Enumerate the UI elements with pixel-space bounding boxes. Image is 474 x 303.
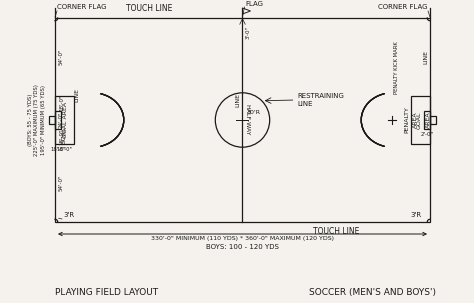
- Text: LINE: LINE: [423, 50, 428, 64]
- Text: CORNER FLAG: CORNER FLAG: [379, 4, 428, 10]
- Bar: [430, 116, 436, 124]
- Text: FLAG: FLAG: [246, 1, 264, 7]
- Text: BOYS: 100 - 120 YDS: BOYS: 100 - 120 YDS: [206, 244, 279, 250]
- Text: 18'-0": 18'-0": [59, 95, 64, 112]
- Text: TOUCH LINE: TOUCH LINE: [313, 227, 359, 236]
- Text: LINE: LINE: [236, 93, 240, 107]
- Text: TOUCH LINE: TOUCH LINE: [126, 4, 172, 13]
- Text: GOAL AREA: GOAL AREA: [63, 102, 68, 138]
- Bar: [411, 95, 430, 145]
- Text: GOAL: GOAL: [62, 127, 67, 144]
- Text: 24'-0": 24'-0": [59, 112, 64, 128]
- Text: AREA: AREA: [413, 112, 418, 128]
- Bar: [55, 95, 74, 145]
- Text: PENALTY KICK MARK: PENALTY KICK MARK: [394, 41, 400, 94]
- Text: 54'-0": 54'-0": [59, 175, 64, 191]
- Text: 18'-0": 18'-0": [50, 148, 66, 152]
- Text: SOCCER (MEN'S AND BOYS'): SOCCER (MEN'S AND BOYS'): [309, 288, 436, 297]
- Text: GOAL: GOAL: [417, 111, 422, 129]
- Text: PLAYING FIELD LAYOUT: PLAYING FIELD LAYOUT: [55, 288, 158, 297]
- Text: 54'-0": 54'-0": [59, 48, 64, 65]
- Text: 18'-0": 18'-0": [59, 128, 64, 145]
- Text: AREA: AREA: [426, 112, 431, 128]
- Bar: [55, 18, 430, 222]
- Text: PENALTY: PENALTY: [404, 107, 409, 133]
- Bar: [55, 111, 61, 129]
- Text: 3'R: 3'R: [63, 212, 74, 218]
- Text: (BOYS: 55 - 75 YDS)
225'-0" MAXIMUM (75 YDS)
195'-0" MINIMUM (65 YDS): (BOYS: 55 - 75 YDS) 225'-0" MAXIMUM (75 …: [28, 84, 46, 156]
- Text: 3'-0": 3'-0": [246, 26, 250, 39]
- Text: RESTRAINING
LINE: RESTRAINING LINE: [298, 94, 345, 106]
- Text: LINE: LINE: [75, 88, 80, 102]
- Text: CORNER FLAG: CORNER FLAG: [57, 4, 107, 10]
- Text: 18'-0": 18'-0": [56, 148, 73, 152]
- Text: 3'R: 3'R: [411, 212, 422, 218]
- Text: 330'-0" MINIMUM (110 YDS) * 360'-0" MAXIMUM (120 YDS): 330'-0" MINIMUM (110 YDS) * 360'-0" MAXI…: [151, 236, 334, 241]
- Text: HALF-WAY: HALF-WAY: [245, 104, 249, 136]
- Bar: [424, 111, 430, 129]
- Bar: [49, 116, 55, 124]
- Text: 2'-0": 2'-0": [420, 132, 433, 137]
- Text: 30'R: 30'R: [246, 110, 261, 115]
